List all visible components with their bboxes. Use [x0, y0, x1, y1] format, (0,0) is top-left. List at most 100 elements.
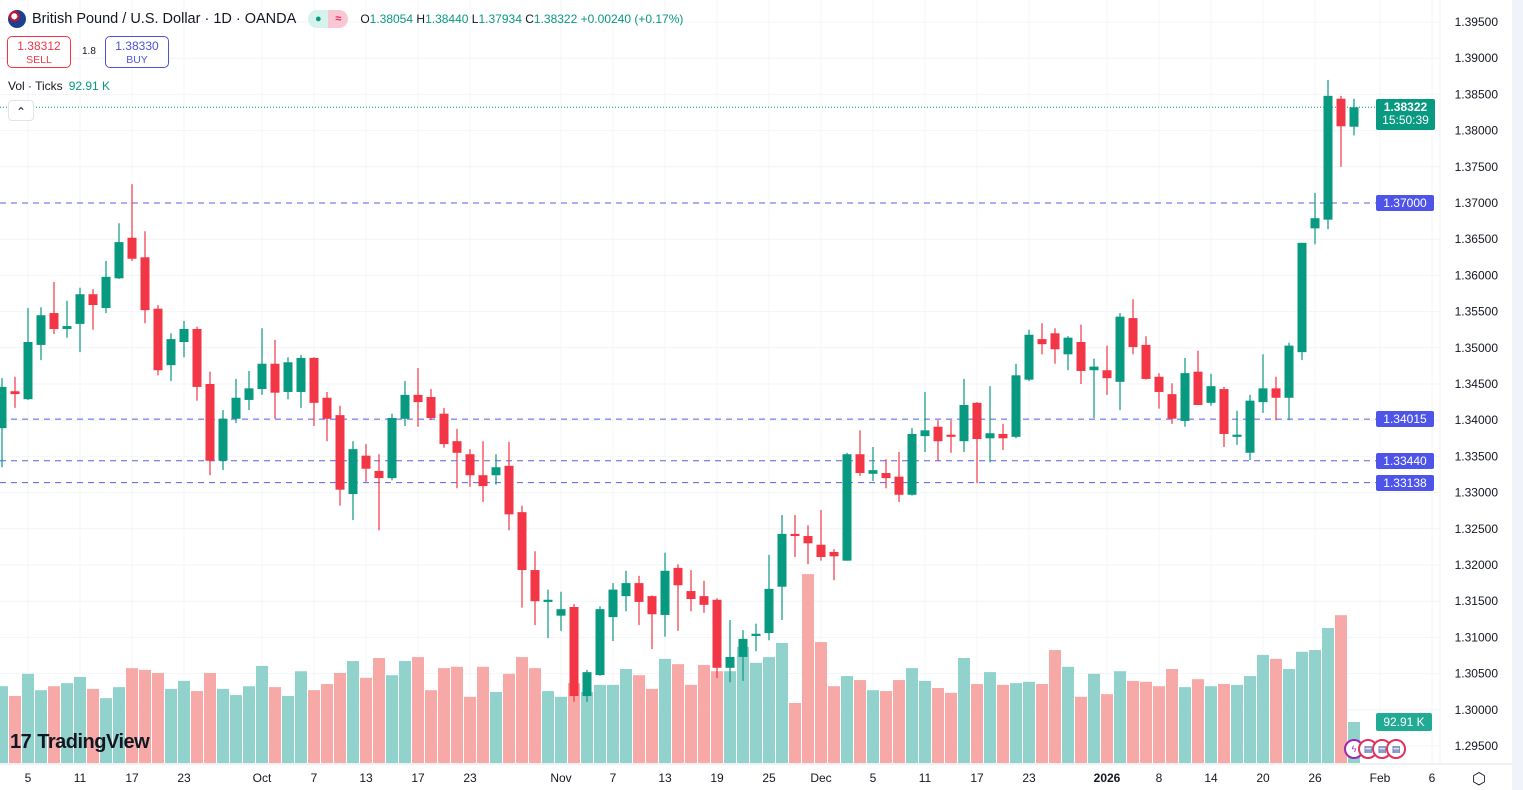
volume-bar	[1218, 684, 1230, 763]
us-flag-event-icon[interactable]: ▤	[1386, 739, 1406, 759]
candle	[933, 420, 943, 461]
candle-body	[738, 638, 748, 657]
volume-bar	[724, 671, 736, 763]
time-axis-labels[interactable]: 5 11 17 23 Oct 7 13 17 23 Nov 7 13 19 25 Dec 5 11 17 23 202…	[25, 771, 1436, 785]
candle	[751, 623, 761, 652]
volume-bar	[1101, 694, 1113, 763]
tradingview-logo-icon: 17	[10, 731, 32, 753]
economic-events[interactable]: ϟ ▤ ▤ ▤	[1344, 739, 1406, 759]
candle	[62, 300, 72, 338]
collapse-legend-button[interactable]: ⌃	[8, 100, 34, 121]
candle-body	[751, 633, 761, 636]
candle-body	[842, 454, 852, 561]
legend-header[interactable]: British Pound / U.S. Dollar · 1D · OANDA…	[8, 10, 683, 28]
candle-body	[1323, 95, 1333, 220]
candle	[205, 371, 215, 476]
volume-bar	[48, 686, 60, 763]
volume-bar	[1010, 683, 1022, 763]
price-tick-label: 1.32000	[1455, 558, 1499, 572]
candle-body	[1284, 345, 1294, 398]
horizontal-line-price-badge: 1.37000	[1376, 195, 1434, 211]
candle-body	[816, 544, 826, 558]
horizontal-line-price-badge: 1.33440	[1376, 452, 1434, 469]
last-price: 1.38322	[1383, 100, 1428, 114]
tradingview-logo[interactable]: 17 TradingView	[10, 731, 150, 754]
volume-bar	[386, 675, 398, 763]
approx-icon: ≈	[328, 10, 349, 28]
volume-bar	[1335, 615, 1347, 763]
volume-bar	[1166, 669, 1178, 763]
candle	[36, 307, 46, 361]
volume-bar	[217, 688, 229, 763]
volume-bar	[685, 684, 697, 763]
volume-bar	[1322, 627, 1334, 763]
volume-bar	[1127, 680, 1139, 763]
volume-bar	[698, 665, 710, 763]
buy-button[interactable]: 1.38330 BUY	[105, 36, 169, 68]
time-tick-label: 17	[411, 771, 425, 785]
candle-body	[153, 308, 163, 371]
sell-price: 1.38312	[17, 39, 61, 53]
volume-bar	[1153, 686, 1165, 763]
volume-bar	[87, 688, 99, 763]
price-tick-label: 1.34000	[1455, 413, 1499, 427]
chart-settings-gear-icon[interactable]: ⬡	[1472, 771, 1486, 788]
market-status-pill[interactable]: ● ≈	[308, 10, 349, 28]
volume-legend[interactable]: Vol · Ticks 92.91 K	[8, 79, 110, 93]
candle-body	[478, 475, 488, 487]
buy-label: BUY	[126, 54, 148, 66]
candle-body	[1037, 339, 1047, 345]
price-tick-label: 1.32500	[1455, 522, 1499, 536]
volume-bar	[1179, 687, 1191, 763]
symbol-title[interactable]: British Pound / U.S. Dollar · 1D · OANDA	[32, 11, 297, 27]
volume-bar	[139, 669, 151, 763]
volume-bar	[828, 686, 840, 763]
price-tick-label: 1.31000	[1455, 630, 1499, 644]
time-tick-label: 11	[74, 771, 87, 785]
candle	[634, 575, 644, 626]
volume-bar	[1283, 669, 1295, 763]
volume-bar	[373, 657, 385, 763]
candle	[1011, 363, 1021, 439]
volume-bar	[815, 642, 827, 763]
price-axis[interactable]	[1440, 0, 1512, 764]
candle	[1258, 354, 1268, 413]
candle-body	[114, 242, 124, 279]
sell-button[interactable]: 1.38312 SELL	[7, 36, 71, 68]
candle	[530, 551, 540, 626]
volume-bar	[854, 680, 866, 763]
horizontal-lines[interactable]	[0, 202, 1376, 484]
candle-body	[1063, 337, 1073, 355]
candle-body	[699, 596, 709, 605]
change-value: +0.00240 (+0.17%)	[580, 12, 684, 26]
candle-body	[1193, 371, 1203, 405]
candle-body	[660, 570, 670, 615]
right-toolbar-strip	[1512, 0, 1523, 790]
price-tick-label: 1.33000	[1455, 486, 1499, 500]
candle-body	[491, 467, 501, 476]
candle-body	[829, 551, 839, 557]
candle-body	[1024, 334, 1034, 380]
candle	[1167, 383, 1177, 424]
candle	[647, 595, 657, 649]
candle-body	[1336, 98, 1346, 127]
candle	[764, 554, 774, 641]
candle	[1336, 95, 1346, 167]
candle-body	[127, 237, 137, 259]
tradingview-logo-text: TradingView	[37, 731, 150, 753]
candle	[465, 449, 475, 487]
candle	[101, 260, 111, 314]
candle	[1128, 299, 1138, 355]
volume-bar	[1309, 650, 1321, 763]
time-tick-label: 17	[125, 771, 139, 785]
volume-bar	[763, 657, 775, 763]
candle	[582, 669, 592, 702]
candle-body	[530, 570, 540, 602]
volume-bar	[490, 691, 502, 763]
volume-bar	[1257, 654, 1269, 763]
candle-body	[36, 315, 46, 345]
candle-body	[1245, 400, 1255, 453]
candle	[1102, 345, 1112, 395]
candle-body	[894, 476, 904, 495]
